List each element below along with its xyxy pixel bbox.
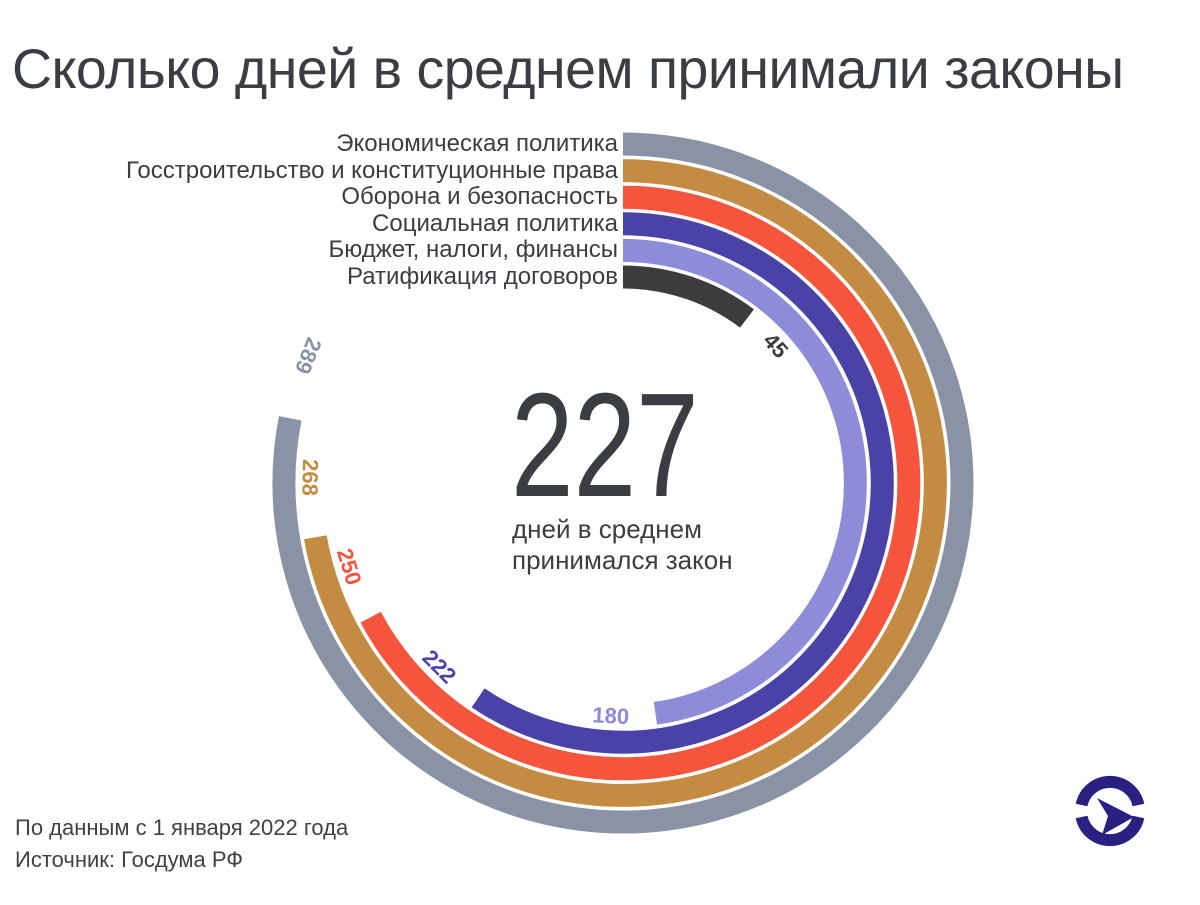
center-caption-line2: принимался закон xyxy=(512,545,733,575)
center-caption: дней в среднем принимался закон xyxy=(512,514,733,576)
page-title: Сколько дней в среднем принимали законы xyxy=(12,37,1124,100)
ring-arc-1 xyxy=(303,159,947,807)
category-label-5: Ратификация договоров xyxy=(347,263,618,290)
category-label-0: Экономическая политика xyxy=(336,130,618,157)
ring-arc-4 xyxy=(622,238,867,725)
center-value: 227 xyxy=(511,363,699,528)
footer-data-note: По данным с 1 января 2022 года xyxy=(15,815,349,840)
ring-arc-3 xyxy=(471,212,894,754)
category-label-3: Социальная политика xyxy=(372,209,618,237)
footer-note: По данным с 1 января 2022 года Источник:… xyxy=(15,812,348,876)
ring-arc-2 xyxy=(360,185,921,781)
category-label-4: Бюджет, налоги, финансы xyxy=(328,236,618,264)
category-label-1: Госстроительство и конституционные права xyxy=(126,156,618,184)
center-stat: 227 дней в среднем принимался закон xyxy=(511,363,758,576)
logo-top-arc-icon xyxy=(1075,775,1145,807)
ring-arc-5 xyxy=(622,265,754,328)
ring-arc-0 xyxy=(272,132,974,834)
logo-bottom-arc-icon xyxy=(1075,815,1145,847)
ring-value-label-1: 268 xyxy=(297,459,323,496)
duma-tv-logo xyxy=(1075,775,1145,847)
logo-play-arrow-icon xyxy=(1097,798,1134,835)
ring-value-label-4: 180 xyxy=(592,702,630,729)
ring-value-label-0: 289 xyxy=(290,334,327,377)
footer-source: Источник: Госдума РФ xyxy=(15,847,244,872)
category-label-2: Оборона и безопасность xyxy=(341,183,618,211)
center-caption-line1: дней в среднем xyxy=(512,514,702,544)
